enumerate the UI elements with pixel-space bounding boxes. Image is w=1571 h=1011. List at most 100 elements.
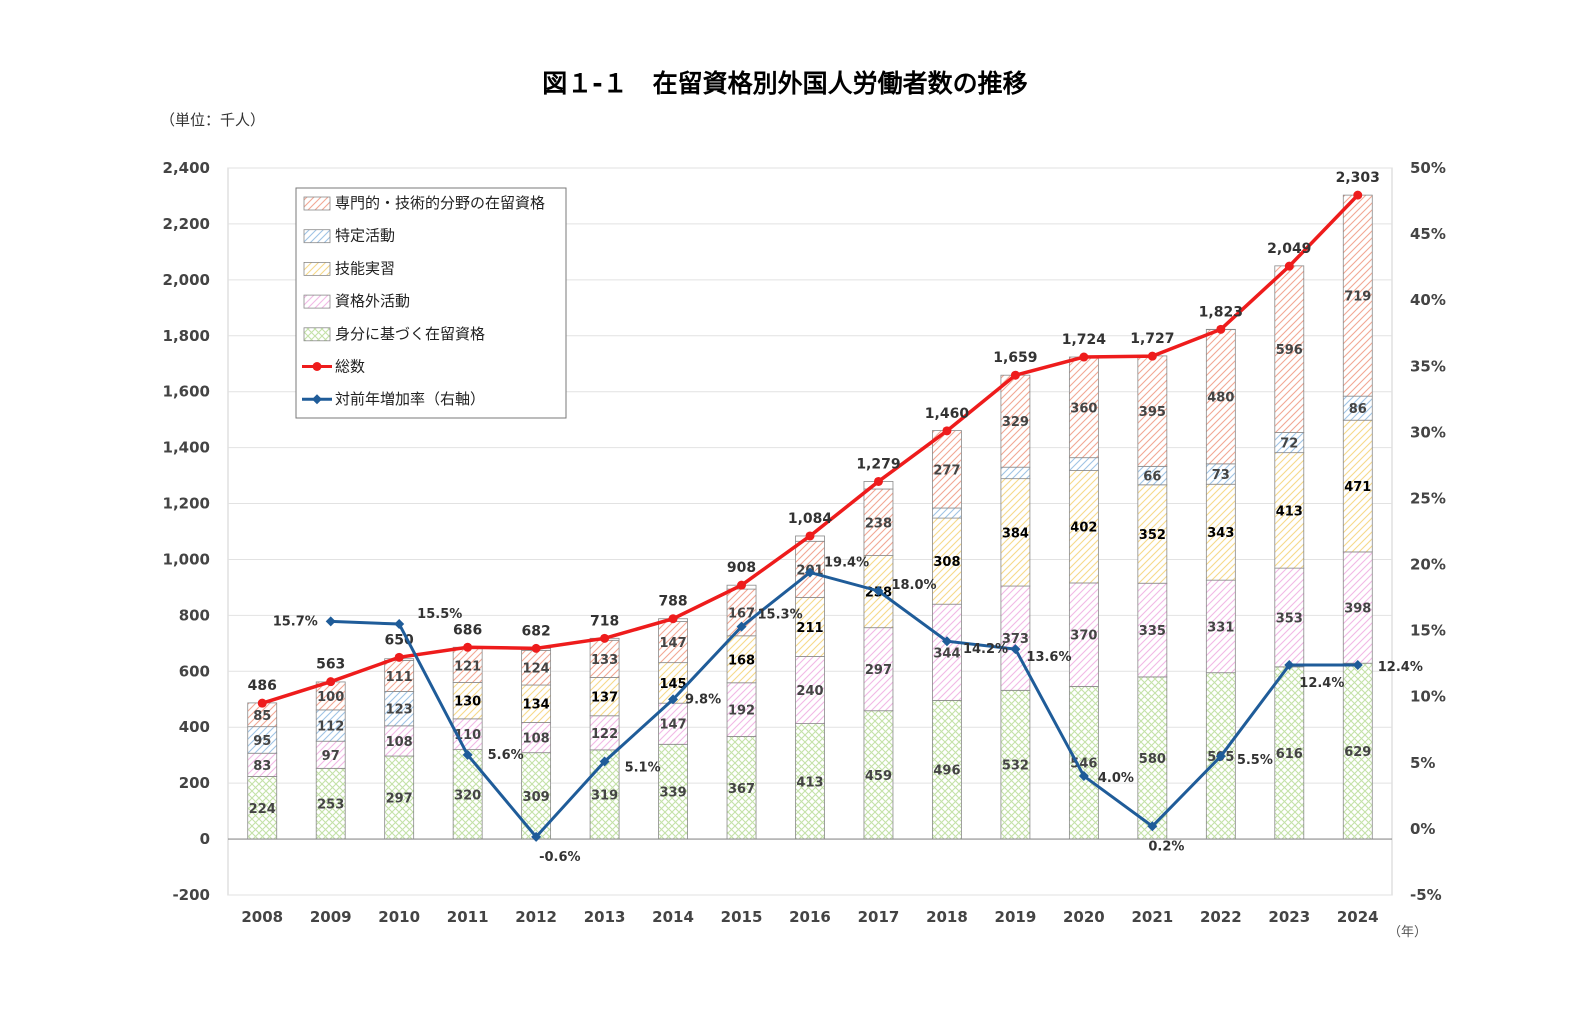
x-tick-label: 2016 [789, 908, 831, 926]
legend-label: 身分に基づく在留資格 [335, 325, 485, 343]
bar-segment [1068, 686, 1099, 840]
bar-segment-label: 308 [933, 555, 960, 570]
bar-segment [1000, 466, 1031, 480]
bar-segment [1068, 470, 1099, 584]
y-right-tick-label: 25% [1410, 489, 1446, 507]
legend-marker [312, 362, 322, 371]
bar-segment [863, 627, 894, 712]
total-point [257, 698, 267, 708]
bar-segment-label: 580 [1139, 752, 1166, 767]
bar-segment [932, 603, 962, 701]
legend-label: 特定活動 [335, 227, 395, 245]
bar-segment-label: 471 [1344, 480, 1371, 495]
bar-segment-label: 339 [659, 786, 686, 801]
bar-segment [1000, 585, 1031, 691]
total-label: 1,724 [1062, 332, 1107, 348]
total-point [1010, 370, 1020, 380]
bar-segment-label: 344 [933, 646, 960, 661]
y-right-tick-label: 50% [1410, 159, 1446, 177]
legend-label: 対前年増加率（右軸） [335, 390, 485, 408]
bar-segment [1342, 194, 1373, 397]
bar-segment [521, 684, 552, 723]
bar-segment-label: 384 [1002, 526, 1029, 541]
growth-rate-label: 13.6% [1026, 650, 1071, 665]
bar-segment-label: 413 [796, 775, 823, 790]
growth-rate-label: 15.7% [273, 614, 318, 629]
bar-segment [452, 682, 483, 720]
bar-segment-label: 360 [1070, 401, 1097, 416]
bar-stack: 580 335 352 66 395 [1137, 355, 1168, 840]
y-left-tick-label: 600 [179, 662, 210, 680]
growth-rate-point [1078, 771, 1089, 782]
y-left-tick-label: -200 [172, 886, 210, 904]
x-axis-ticks: 2008 2009 2010 2011 2012 2013 2014 2015 2016 2017… [241, 908, 1378, 926]
bar-segment [1342, 419, 1373, 553]
bar-segment-label: 123 [386, 703, 413, 718]
bar-segment [863, 710, 894, 840]
total-label: 1,727 [1130, 331, 1174, 347]
legend-swatch [303, 294, 331, 309]
y-right-tick-label: 15% [1410, 622, 1446, 640]
growth-rate-label: 9.8% [685, 692, 721, 707]
bar-segment-label: 335 [1139, 624, 1166, 639]
x-tick-label: 2012 [515, 908, 557, 926]
bar-segment-label: 331 [1207, 620, 1234, 635]
total-point [394, 652, 404, 662]
chart-title: 図１-１ 在留資格別外国人労働者数の推移 [542, 69, 1027, 98]
bar-segment-label: 66 [1143, 470, 1161, 485]
total-point [668, 614, 678, 624]
total-label: 718 [590, 613, 619, 629]
y-left-tick-label: 2,400 [163, 159, 210, 177]
y-left-tick-label: 800 [179, 606, 210, 624]
growth-rate-label: 0.2% [1148, 839, 1184, 854]
x-unit-label: （年） [1388, 925, 1427, 940]
total-label: 908 [727, 560, 756, 576]
bar-stack: 297 108 123 111 [384, 658, 415, 840]
bar-segment-label: 309 [523, 790, 550, 805]
bar-segment-label: 532 [1002, 759, 1029, 774]
bar-segment-label: 147 [659, 718, 686, 733]
bar-segment [315, 740, 346, 769]
bar-stack: 224 83 95 85 [247, 702, 278, 840]
bar-segment-label: 97 [322, 749, 340, 764]
legend: 専門的・技術的分野の在留資格特定活動技能実習資格外活動身分に基づく在留資格総数対… [295, 187, 567, 419]
bar-segment-label: 319 [591, 788, 618, 803]
bar-segment-label: 277 [933, 463, 960, 478]
bar-segment-label: 167 [728, 606, 755, 621]
total-point [1147, 351, 1157, 361]
bar-segment [384, 660, 415, 692]
left-axis-ticks: -200 0 200 400 600 800 1,000 1,200 1,400 1,600 1,8… [163, 159, 210, 904]
bar-segment-label: 616 [1276, 747, 1303, 762]
y-left-tick-label: 2,200 [163, 215, 210, 233]
growth-rate-point [873, 585, 884, 596]
y-right-tick-label: 5% [1410, 754, 1435, 772]
total-point [1216, 324, 1226, 334]
bar-segment-label: 253 [317, 798, 344, 813]
bar-segment-label: 111 [386, 670, 413, 685]
bar-segment [1137, 676, 1168, 840]
total-point [942, 426, 952, 436]
y-left-tick-label: 200 [179, 774, 210, 792]
y-right-tick-label: -5% [1410, 886, 1442, 904]
y-left-tick-label: 1,200 [163, 495, 210, 513]
growth-rate-point [1215, 751, 1226, 762]
bar-segment-label: 95 [253, 734, 271, 749]
bar-segment-label: 629 [1344, 745, 1371, 760]
bar-segment-label: 402 [1070, 521, 1097, 536]
bar-segment [932, 430, 962, 509]
bar-segment-label: 112 [317, 720, 344, 735]
bar-segment [932, 699, 962, 840]
y-right-tick-label: 10% [1410, 688, 1446, 706]
y-left-tick-label: 1,600 [163, 383, 210, 401]
bar-segment-label: 147 [659, 636, 686, 651]
bar-segment-label: 370 [1070, 629, 1097, 644]
total-label: 1,279 [856, 456, 900, 472]
x-tick-label: 2020 [1063, 908, 1105, 926]
bar-segment-label: 480 [1207, 391, 1234, 406]
bar-segment [452, 648, 483, 683]
bar-segment [589, 715, 620, 751]
bar-segment-label: 240 [796, 684, 823, 699]
bar-segment [521, 649, 552, 686]
